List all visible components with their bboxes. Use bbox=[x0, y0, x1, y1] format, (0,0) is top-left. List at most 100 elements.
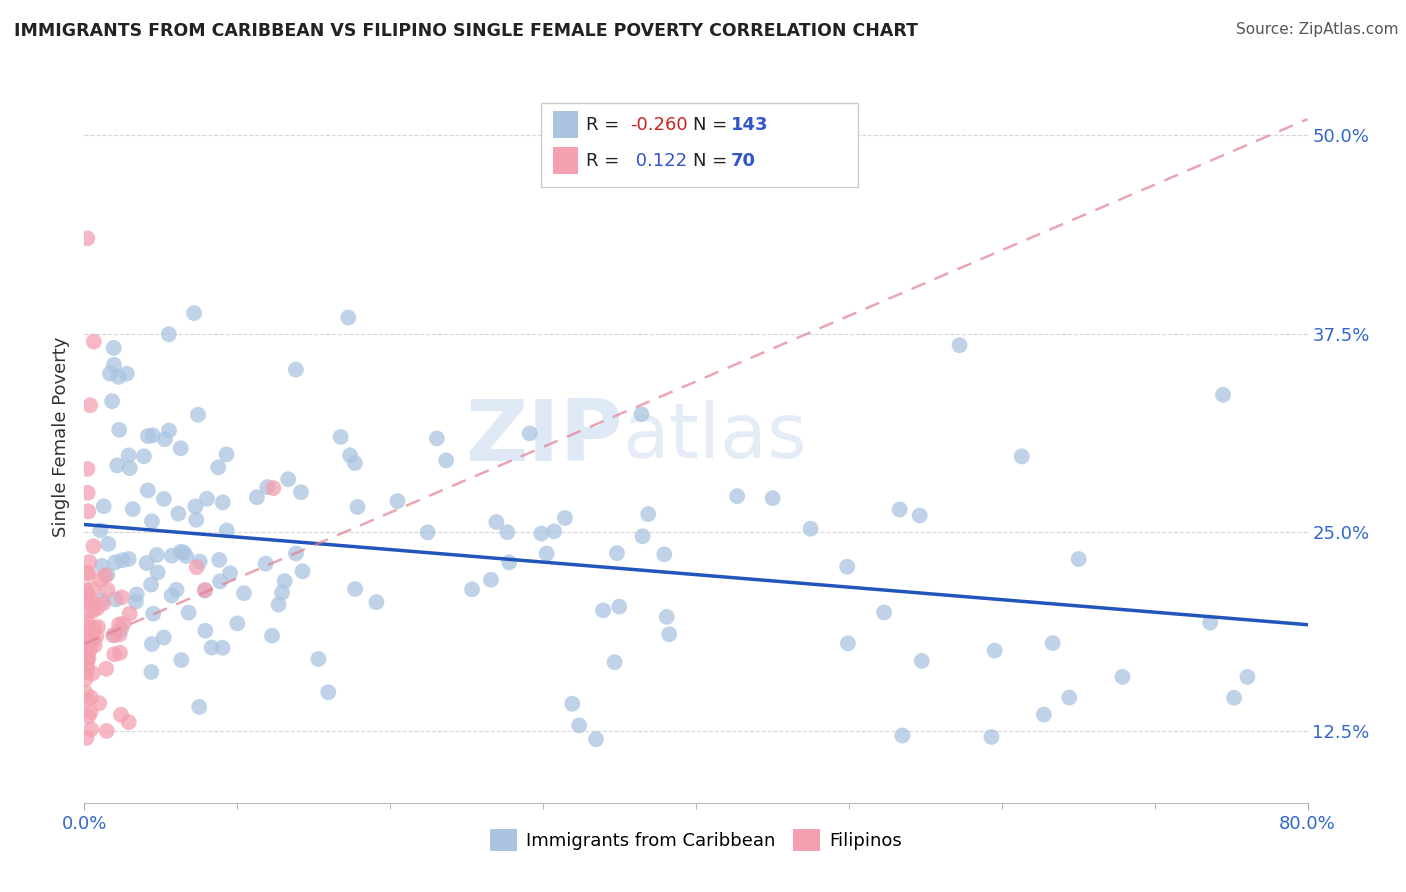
Point bbox=[153, 491, 176, 506]
Point bbox=[215, 524, 238, 538]
Point bbox=[146, 566, 169, 580]
Point bbox=[118, 461, 141, 475]
Point bbox=[75, 585, 97, 599]
Point bbox=[76, 659, 98, 673]
Point bbox=[75, 673, 97, 687]
Point bbox=[186, 560, 208, 574]
Point bbox=[194, 583, 217, 598]
Point bbox=[1032, 707, 1054, 722]
Legend: Immigrants from Caribbean, Filipinos: Immigrants from Caribbean, Filipinos bbox=[481, 820, 911, 860]
Point bbox=[316, 685, 339, 699]
Point bbox=[837, 636, 859, 650]
Point bbox=[561, 697, 583, 711]
Point bbox=[536, 547, 558, 561]
Point bbox=[97, 537, 120, 551]
Point bbox=[93, 500, 115, 514]
Point bbox=[76, 656, 98, 670]
Point bbox=[108, 646, 131, 660]
Point bbox=[80, 723, 103, 737]
Point bbox=[84, 630, 107, 644]
Point bbox=[153, 432, 176, 446]
Point bbox=[79, 706, 101, 720]
Point bbox=[1223, 690, 1246, 705]
Point bbox=[145, 548, 167, 562]
Point bbox=[1067, 552, 1090, 566]
Point bbox=[111, 553, 134, 567]
Point bbox=[75, 595, 97, 609]
Point bbox=[592, 603, 614, 617]
Point bbox=[254, 557, 277, 571]
Point bbox=[76, 231, 98, 245]
Point bbox=[76, 648, 98, 663]
Point bbox=[82, 539, 104, 553]
Point bbox=[77, 652, 100, 666]
Point bbox=[103, 647, 125, 661]
Point bbox=[118, 715, 141, 730]
Point bbox=[83, 334, 105, 349]
Point bbox=[104, 628, 127, 642]
Point bbox=[187, 408, 209, 422]
Point bbox=[103, 341, 125, 355]
Point bbox=[188, 699, 211, 714]
Point bbox=[211, 640, 233, 655]
Point bbox=[387, 494, 409, 508]
Point bbox=[262, 481, 284, 495]
Text: -0.260: -0.260 bbox=[630, 116, 688, 134]
Point bbox=[637, 507, 659, 521]
Text: 70: 70 bbox=[731, 152, 756, 169]
Point bbox=[110, 622, 132, 636]
Point bbox=[948, 338, 970, 352]
Point bbox=[104, 592, 127, 607]
Point bbox=[652, 547, 675, 561]
Point bbox=[160, 589, 183, 603]
Point bbox=[77, 709, 100, 723]
Point bbox=[76, 485, 98, 500]
Point bbox=[125, 594, 148, 608]
Point bbox=[194, 582, 217, 597]
Point bbox=[96, 724, 118, 739]
Point bbox=[108, 617, 131, 632]
Y-axis label: Single Female Poverty: Single Female Poverty bbox=[52, 337, 70, 537]
Point bbox=[160, 549, 183, 563]
Point bbox=[75, 590, 97, 604]
Point bbox=[76, 661, 98, 675]
Point bbox=[98, 367, 121, 381]
Text: Source: ZipAtlas.com: Source: ZipAtlas.com bbox=[1236, 22, 1399, 37]
Point bbox=[112, 616, 135, 631]
Point bbox=[139, 577, 162, 591]
Point bbox=[479, 573, 502, 587]
Point bbox=[76, 462, 98, 476]
Point bbox=[908, 508, 931, 523]
Point bbox=[889, 502, 911, 516]
Text: ZIP: ZIP bbox=[465, 395, 623, 479]
Point bbox=[115, 367, 138, 381]
Point bbox=[416, 525, 439, 540]
Point bbox=[891, 729, 914, 743]
Point bbox=[75, 566, 97, 580]
Text: 143: 143 bbox=[731, 116, 769, 134]
Point bbox=[207, 460, 229, 475]
Point bbox=[267, 598, 290, 612]
Point bbox=[136, 483, 159, 498]
Point bbox=[607, 599, 630, 614]
Point bbox=[983, 643, 1005, 657]
Point bbox=[83, 621, 105, 635]
Point bbox=[208, 553, 231, 567]
Point bbox=[339, 448, 361, 462]
Point bbox=[485, 515, 508, 529]
Point bbox=[75, 693, 97, 707]
Point bbox=[142, 607, 165, 621]
Point bbox=[169, 545, 191, 559]
Point bbox=[837, 559, 859, 574]
Point bbox=[585, 732, 607, 747]
Point bbox=[96, 582, 118, 597]
Point bbox=[79, 555, 101, 569]
Point bbox=[208, 574, 231, 589]
Point bbox=[90, 558, 112, 573]
Point bbox=[277, 472, 299, 486]
Point bbox=[75, 665, 97, 680]
Point bbox=[201, 640, 224, 655]
Point bbox=[166, 582, 188, 597]
Point bbox=[246, 490, 269, 504]
Point bbox=[103, 358, 125, 372]
